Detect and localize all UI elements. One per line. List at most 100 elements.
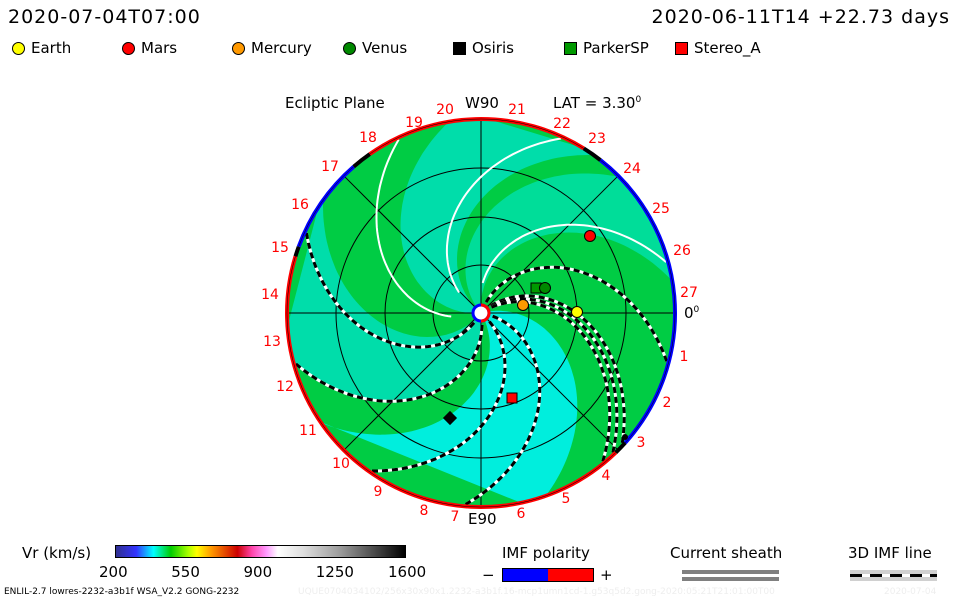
imf-minus: − xyxy=(482,566,495,584)
carrington-day-label: 3 xyxy=(637,435,646,451)
carrington-day-label: 11 xyxy=(299,423,317,439)
colorbar-tick: 1250 xyxy=(315,563,354,581)
carrington-day-label: 1 xyxy=(680,349,689,365)
imf-field-line xyxy=(294,324,484,403)
carrington-day-label: 5 xyxy=(562,491,571,507)
venus-marker-icon xyxy=(539,282,551,294)
imf-field-line xyxy=(490,297,619,453)
legend-label: Earth xyxy=(31,39,72,57)
stereo_a-marker-icon xyxy=(675,41,688,55)
imf-field-line xyxy=(489,294,626,444)
venus-marker-icon xyxy=(343,41,356,55)
carrington-day-label: 6 xyxy=(517,506,526,522)
carrington-day-label: 13 xyxy=(263,334,281,350)
colorbar-tick: 1600 xyxy=(388,563,427,581)
faint-date: 2020-07-04 xyxy=(884,587,937,597)
legend-item-mercury: Mercury xyxy=(232,39,312,57)
imf-field-line xyxy=(464,314,542,506)
legend-item-mars: Mars xyxy=(122,39,177,57)
carrington-day-label: 10 xyxy=(332,456,350,472)
carrington-day-label: 4 xyxy=(602,468,611,484)
carrington-day-label: 26 xyxy=(673,243,691,259)
fast-wind-region xyxy=(400,119,610,314)
model-time: 2020-07-04T07:00 xyxy=(8,6,201,28)
carrington-day-label: 8 xyxy=(420,503,429,519)
legend-label: Mercury xyxy=(251,39,312,57)
mars-marker-icon xyxy=(584,230,596,242)
plot-border xyxy=(286,118,676,508)
mars-marker-icon xyxy=(122,41,135,55)
carrington-day-label: 7 xyxy=(451,509,460,525)
mercury-marker-icon xyxy=(232,41,245,55)
carrington-day-label: 12 xyxy=(276,379,294,395)
carrington-day-label: 16 xyxy=(291,197,309,213)
sun-polarity xyxy=(480,303,491,323)
legend-label: Mars xyxy=(141,39,178,57)
legend-item-osiris: Osiris xyxy=(453,39,514,57)
velocity-colorbar xyxy=(115,545,406,558)
legend-label: Stereo_A xyxy=(694,39,761,57)
imf-polarity-bar xyxy=(502,568,594,582)
sector-boundary-line xyxy=(481,223,667,284)
carrington-day-label: 17 xyxy=(321,159,339,175)
sector-boundary-line xyxy=(445,137,562,294)
carrington-day-label: 19 xyxy=(405,115,423,131)
imf-positive-swatch xyxy=(548,569,593,581)
osiris-marker-icon xyxy=(453,41,466,55)
colorbar-tick: 200 xyxy=(99,563,128,581)
zero-value: 0 xyxy=(684,304,694,322)
run-info: ENLIL-2.7 lowres-2232-a3b1f WSA_V2.2 GON… xyxy=(4,587,240,597)
stereo-a-marker-icon xyxy=(506,392,518,404)
imf-line-title: 3D IMF line xyxy=(848,544,932,562)
legend-label: Osiris xyxy=(472,39,514,57)
carrington-day-label: 21 xyxy=(508,102,526,118)
imf-dash xyxy=(850,574,937,577)
imf-polarity-title: IMF polarity xyxy=(502,544,590,562)
imf-plus: + xyxy=(600,566,613,584)
imf-line-sample xyxy=(850,570,937,581)
carrington-day-label: 24 xyxy=(623,161,641,177)
carrington-day-label: 14 xyxy=(261,287,279,303)
colorbar-tick: 900 xyxy=(243,563,273,581)
earth-marker-icon xyxy=(12,41,25,55)
carrington-day-label: 25 xyxy=(652,201,670,217)
lat-label: LAT = 3.300 xyxy=(553,94,641,112)
legend-item-earth: Earth xyxy=(12,39,71,57)
sector-boundary-line xyxy=(375,139,452,318)
colorbar-label: Vr (km/s) xyxy=(22,544,92,562)
imf-field-line xyxy=(305,232,476,349)
carrington-day-label: 27 xyxy=(680,285,698,301)
fast-wind-region xyxy=(465,173,675,307)
plot-title: Ecliptic Plane xyxy=(285,94,385,112)
faint-run-id: UQUE0704034102/256x30x90x1.2232-a3b1f.16… xyxy=(298,587,775,597)
carrington-day-label: 9 xyxy=(374,484,383,500)
lat-value: LAT = 3.30 xyxy=(553,94,636,112)
sheath-line-1 xyxy=(682,570,779,574)
field-line-footpoint xyxy=(622,434,628,440)
mercury-marker-icon xyxy=(517,299,529,311)
carrington-day-label: 23 xyxy=(588,131,606,147)
imf-field-line xyxy=(371,320,507,473)
carrington-day-label: 22 xyxy=(553,116,571,132)
imf-field-line xyxy=(484,265,669,363)
run-time: 2020-06-11T14 +22.73 days xyxy=(651,6,950,28)
carrington-day-label: 2 xyxy=(663,395,672,411)
imf-negative-swatch xyxy=(503,569,548,581)
legend-item-stereo_a: Stereo_A xyxy=(675,39,761,57)
osiris-marker-icon xyxy=(442,410,458,426)
sheath-line-2 xyxy=(682,577,779,581)
zero-degree: 0 xyxy=(693,305,700,315)
fast-wind-region xyxy=(306,310,578,507)
legend-item-parkersp: ParkerSP xyxy=(564,39,649,57)
current-sheath-title: Current sheath xyxy=(670,544,783,562)
legend-item-venus: Venus xyxy=(343,39,407,57)
earth-marker-icon xyxy=(571,306,583,318)
legend-label: Venus xyxy=(362,39,408,57)
parkersp-marker-icon xyxy=(564,41,577,55)
colorbar-tick: 550 xyxy=(171,563,200,581)
zero-label: 00 xyxy=(684,304,699,322)
legend-label: ParkerSP xyxy=(583,39,649,57)
lat-degree: 0 xyxy=(635,95,642,105)
